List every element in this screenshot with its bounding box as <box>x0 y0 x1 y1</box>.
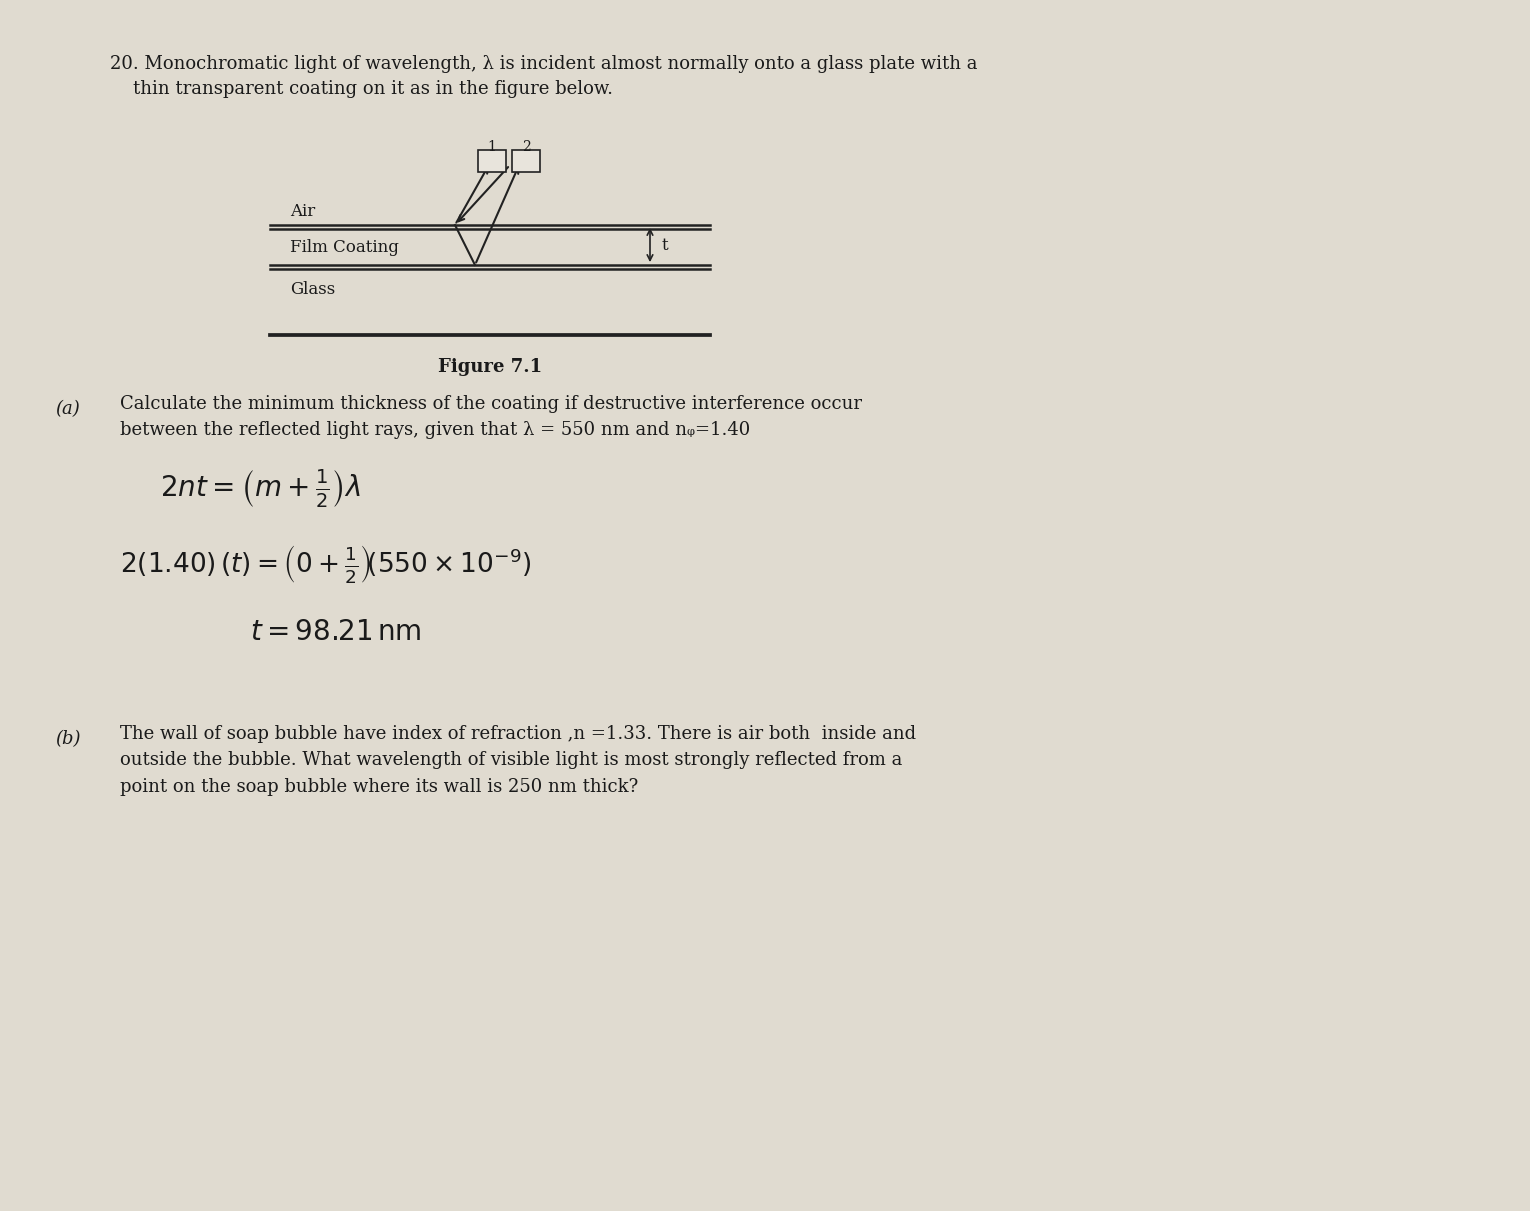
Text: $t = 98.21\,\mathrm{nm}$: $t = 98.21\,\mathrm{nm}$ <box>249 618 422 645</box>
Text: Figure 7.1: Figure 7.1 <box>438 358 542 375</box>
Text: 1: 1 <box>488 140 496 154</box>
Bar <box>513 150 540 172</box>
Text: Calculate the minimum thickness of the coating if destructive interference occur: Calculate the minimum thickness of the c… <box>119 395 861 440</box>
Text: Air: Air <box>291 203 315 220</box>
Text: The wall of soap bubble have index of refraction ,n =1.33. There is air both  in: The wall of soap bubble have index of re… <box>119 725 916 796</box>
Text: Film Coating: Film Coating <box>291 240 399 257</box>
Text: (a): (a) <box>55 400 80 418</box>
Text: $2(1.40)\,(t) = \left(0+\frac{1}{2}\right)\!\left(550\times10^{-9}\right)$: $2(1.40)\,(t) = \left(0+\frac{1}{2}\righ… <box>119 543 532 585</box>
Text: (b): (b) <box>55 730 81 748</box>
Bar <box>477 150 506 172</box>
Text: $2nt = \left(m + \frac{1}{2}\right)\lambda$: $2nt = \left(m + \frac{1}{2}\right)\lamb… <box>161 467 361 510</box>
Text: 2: 2 <box>522 140 531 154</box>
Text: 20. Monochromatic light of wavelength, λ is incident almost normally onto a glas: 20. Monochromatic light of wavelength, λ… <box>110 54 978 98</box>
Text: t: t <box>662 236 669 253</box>
Text: Glass: Glass <box>291 281 335 298</box>
